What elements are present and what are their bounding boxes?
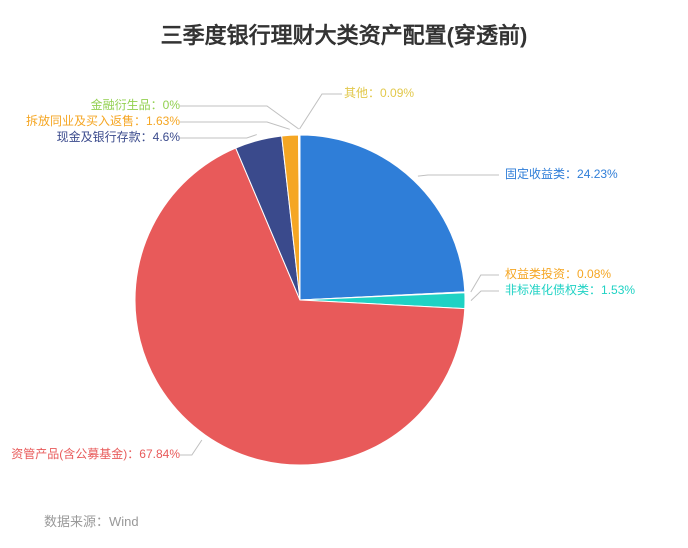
leader-line-4 <box>180 135 257 138</box>
slice-label-name-6: 金融衍生品 <box>91 98 151 112</box>
slice-label-1: 权益类投资：0.08% <box>505 267 611 281</box>
leader-line-0 <box>418 175 499 176</box>
slice-label-value-6: 0% <box>163 98 180 112</box>
slice-label-0: 固定收益类：24.23% <box>505 167 618 181</box>
slice-label-7: 其他：0.09% <box>344 86 414 100</box>
slice-label-value-7: 0.09% <box>380 86 414 100</box>
slice-label-name-7: 其他 <box>344 86 368 100</box>
pie-chart-container: 三季度银行理财大类资产配置(穿透前) W i n . d 固定收益类：24.23… <box>0 0 688 548</box>
leader-line-6 <box>180 106 299 129</box>
leader-line-7 <box>300 94 342 129</box>
slice-label-name-2: 非标准化债权类 <box>505 283 589 297</box>
slice-label-value-1: 0.08% <box>577 267 611 281</box>
slice-label-value-2: 1.53% <box>601 283 635 297</box>
leader-line-5 <box>180 122 290 129</box>
slice-label-name-3: 资管产品(含公募基金) <box>11 447 127 461</box>
data-source-text: 数据来源：Wind <box>44 511 139 530</box>
slice-label-name-1: 权益类投资 <box>505 267 565 281</box>
slice-label-value-5: 1.63% <box>146 114 180 128</box>
slice-label-3: 资管产品(含公募基金)：67.84% <box>11 447 180 461</box>
slice-label-2: 非标准化债权类：1.53% <box>505 283 635 297</box>
slice-label-name-4: 现金及银行存款 <box>57 130 141 144</box>
slice-label-name-5: 拆放同业及买入返售 <box>26 114 134 128</box>
leader-line-2 <box>471 291 499 301</box>
slice-label-value-4: 4.6% <box>153 130 180 144</box>
slice-label-4: 现金及银行存款：4.6% <box>57 130 180 144</box>
slice-label-name-0: 固定收益类 <box>505 167 565 181</box>
slice-label-5: 拆放同业及买入返售：1.63% <box>26 114 180 128</box>
pie-slice-0 <box>300 135 465 300</box>
leader-line-3 <box>180 440 202 455</box>
leader-line-1 <box>471 275 499 292</box>
slice-label-6: 金融衍生品：0% <box>91 98 180 112</box>
slice-label-value-3: 67.84% <box>139 447 180 461</box>
slice-label-value-0: 24.23% <box>577 167 618 181</box>
